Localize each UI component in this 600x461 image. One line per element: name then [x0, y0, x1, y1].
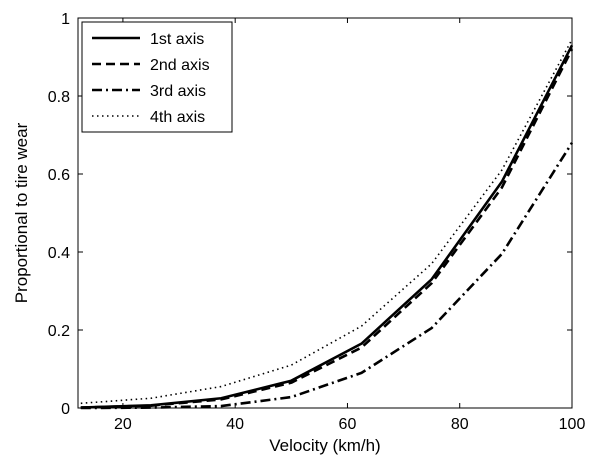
y-axis-label: Proportional to tire wear	[12, 122, 31, 303]
legend-box	[81, 21, 233, 133]
x-tick-label: 40	[226, 416, 244, 433]
x-tick-label: 60	[339, 416, 357, 433]
x-tick-label: 20	[114, 416, 132, 433]
x-tick-label: 100	[559, 416, 586, 433]
y-tick-label: 1	[61, 11, 70, 28]
legend-label-2: 2nd axis	[150, 57, 210, 74]
y-tick-label: 0.6	[48, 167, 70, 184]
y-tick-label: 0.2	[48, 323, 70, 340]
legend: 1st axis 2nd axis 3rd axis 4th axis	[81, 21, 233, 133]
series-line-2	[80, 48, 574, 409]
legend-label-4: 4th axis	[150, 109, 205, 126]
series-line-3	[80, 142, 574, 410]
plot-frame	[77, 17, 573, 409]
x-axis-label: Velocity (km/h)	[269, 436, 380, 455]
ticks-layer: 20 40 60 80 100 0 0.2 0.4 0.6 0.8 1	[48, 11, 586, 433]
x-tick-label: 80	[451, 416, 469, 433]
series-layer	[80, 39, 574, 410]
y-tick-label: 0.4	[48, 245, 70, 262]
y-tick-label: 0	[61, 401, 70, 418]
series-line-4	[80, 39, 573, 405]
legend-label-3: 3rd axis	[150, 83, 206, 100]
y-tick-label: 0.8	[48, 89, 70, 106]
legend-label-1: 1st axis	[150, 31, 204, 48]
series-line-1	[80, 44, 574, 409]
